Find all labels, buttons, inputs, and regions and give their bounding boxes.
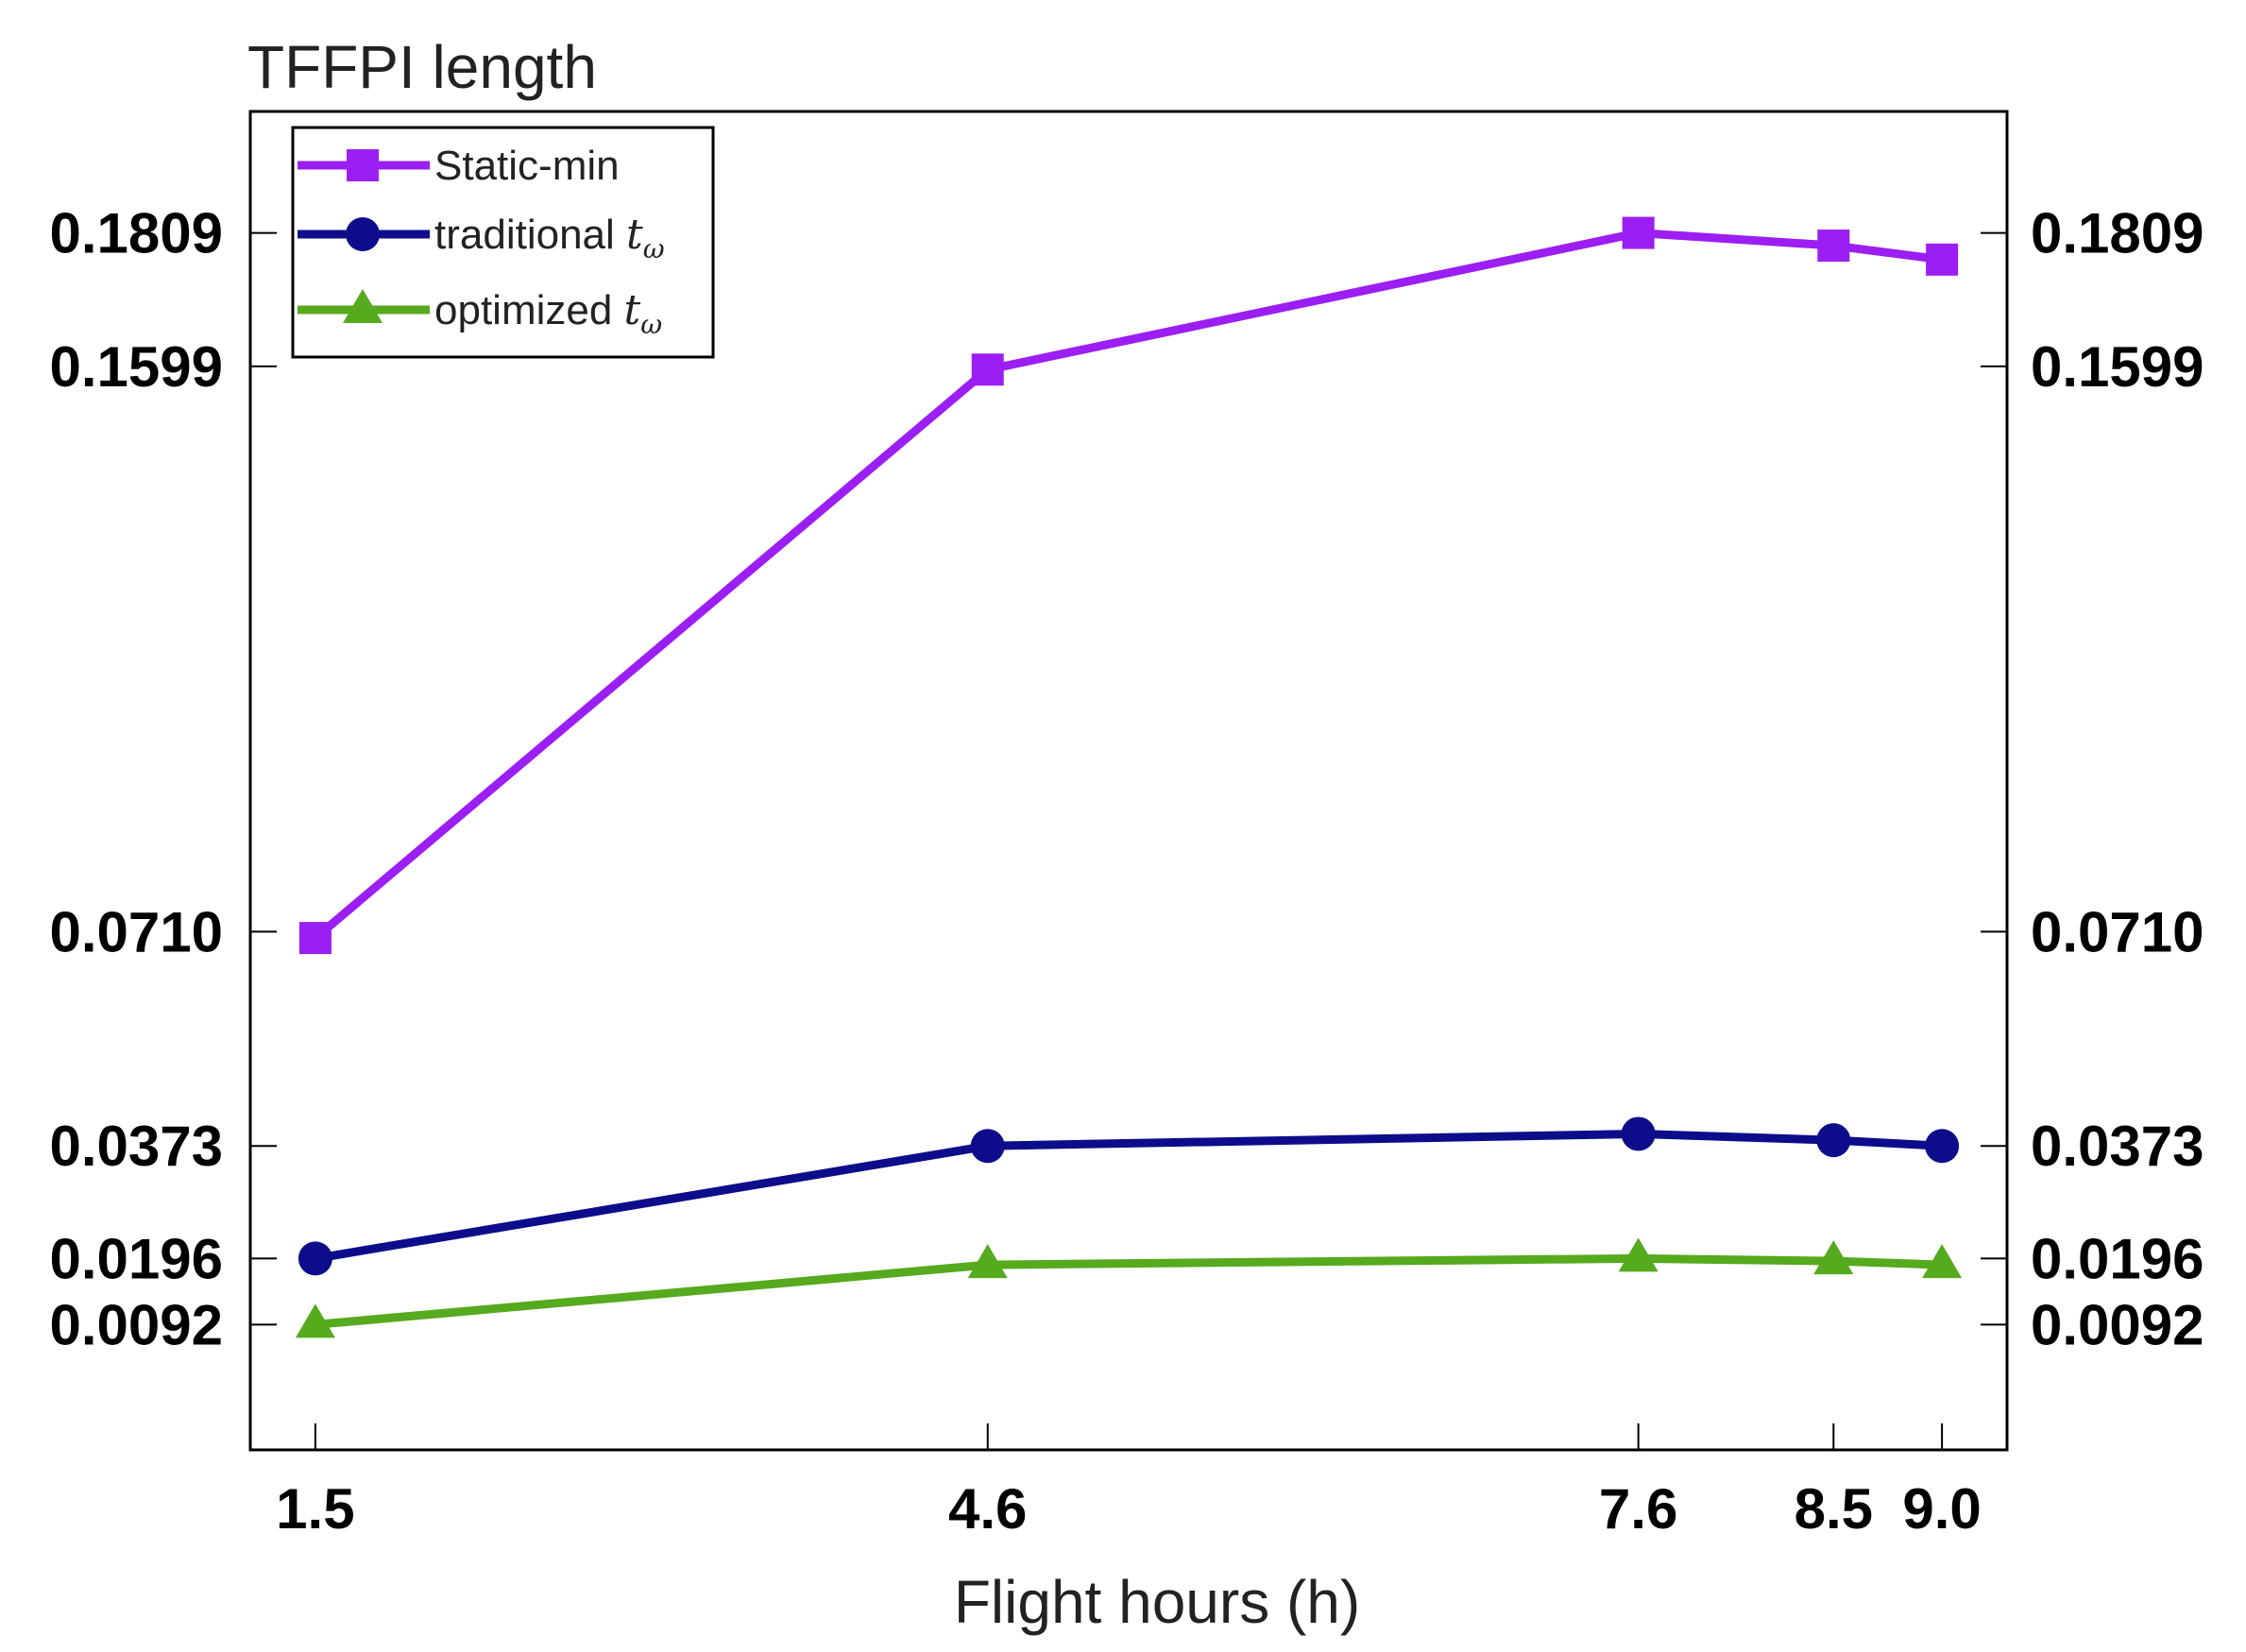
series-line bbox=[315, 1129, 1943, 1263]
data-point bbox=[298, 1241, 332, 1276]
y-tick-label-left: 0.0710 bbox=[49, 900, 223, 963]
y-tick-label-left: 0.1599 bbox=[49, 335, 223, 399]
x-tick-label: 9.0 bbox=[1902, 1477, 1981, 1541]
y-tick-label-left: 0.0092 bbox=[49, 1293, 223, 1356]
y-tick-label-right: 0.0710 bbox=[2031, 900, 2204, 963]
data-point bbox=[1621, 1116, 1656, 1151]
y-tick-label-right: 0.0092 bbox=[2031, 1293, 2204, 1356]
legend-symbol: t bbox=[624, 286, 641, 334]
x-tick-label: 8.5 bbox=[1795, 1477, 1873, 1541]
x-tick-label: 4.6 bbox=[948, 1477, 1027, 1541]
data-point bbox=[1618, 1237, 1659, 1272]
legend-marker bbox=[343, 289, 383, 323]
series-circle bbox=[298, 1116, 1960, 1276]
series-line bbox=[315, 1253, 1943, 1329]
legend-symbol: t bbox=[626, 211, 643, 259]
data-point bbox=[298, 922, 332, 955]
legend-subscript: ω bbox=[640, 309, 662, 340]
plot-frame bbox=[248, 110, 2009, 1452]
legend-label: traditional tω bbox=[434, 211, 665, 264]
x-tick-label: 1.5 bbox=[276, 1477, 354, 1541]
y-tick-label-left: 0.1809 bbox=[49, 202, 223, 265]
legend-label: Static-min bbox=[434, 143, 620, 189]
y-tick-label-left: 0.0196 bbox=[49, 1227, 223, 1290]
legend-subscript: ω bbox=[643, 233, 665, 264]
legend-marker bbox=[346, 217, 380, 251]
x-axis-title: Flight hours (h) bbox=[954, 1568, 1360, 1636]
series-triangle bbox=[295, 1237, 1963, 1338]
data-point bbox=[970, 1129, 1005, 1164]
data-point bbox=[971, 353, 1004, 386]
legend-label: optimized tω bbox=[434, 286, 662, 340]
y-tick-label-right: 0.1599 bbox=[2031, 335, 2204, 399]
series-layer bbox=[295, 216, 1963, 1338]
legend: Static-min traditional tω optimized tω bbox=[291, 126, 715, 359]
y-tick-label-left: 0.0373 bbox=[49, 1115, 223, 1178]
legend-item: Static-min bbox=[298, 143, 620, 189]
x-tick-label: 7.6 bbox=[1599, 1477, 1677, 1541]
legend-item: optimized tω bbox=[298, 286, 662, 340]
y-tick-label-right: 0.0373 bbox=[2031, 1115, 2204, 1178]
y-tick-label-right: 0.0196 bbox=[2031, 1227, 2204, 1290]
legend-item: traditional tω bbox=[298, 211, 665, 264]
data-point bbox=[1817, 230, 1850, 263]
data-point bbox=[1926, 243, 1959, 276]
chart-title: TFFPI length bbox=[247, 33, 597, 101]
data-point bbox=[295, 1303, 335, 1338]
data-point bbox=[967, 1244, 1008, 1279]
legend-marker bbox=[347, 149, 379, 181]
data-point bbox=[1816, 1123, 1851, 1158]
data-point bbox=[1622, 216, 1655, 249]
y-tick-label-right: 0.1809 bbox=[2031, 202, 2204, 265]
series-square bbox=[298, 216, 1959, 955]
data-point bbox=[1922, 1244, 1963, 1279]
data-point bbox=[1925, 1129, 1960, 1164]
data-point bbox=[1813, 1240, 1854, 1275]
